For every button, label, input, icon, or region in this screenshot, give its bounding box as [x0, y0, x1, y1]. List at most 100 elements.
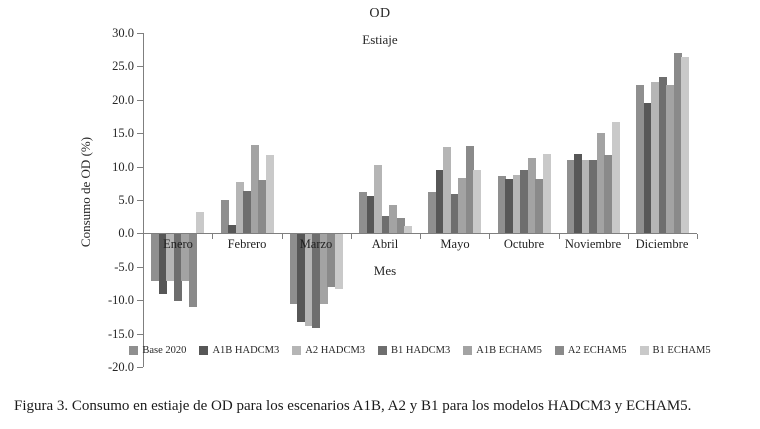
y-tick: [137, 300, 143, 301]
y-tick-label: 25.0: [112, 59, 134, 73]
bar-enero-b1-hadcm3: [174, 234, 182, 301]
bar-octubre-a2-echam5: [535, 179, 543, 233]
bar-mayo-a1b-echam5: [458, 178, 466, 233]
bar-febrero-a1b-echam5: [251, 145, 259, 233]
legend-item-a2-hadcm3: A2 HADCM3: [292, 345, 365, 356]
category-label-octubre: Octubre: [503, 237, 545, 251]
bar-mayo-a1b-hadcm3: [436, 170, 444, 233]
category-label-febrero: Febrero: [227, 237, 267, 251]
bar-marzo-a1b-hadcm3: [297, 234, 305, 322]
chart-subtitle: Estiaje: [362, 32, 398, 47]
y-axis-line: [143, 33, 144, 367]
bar-febrero-b1-hadcm3: [243, 191, 251, 233]
y-tick-label: -10.0: [107, 293, 134, 307]
legend-label: A2 ECHAM5: [567, 345, 627, 356]
y-tick-label: 30.0: [112, 26, 134, 40]
bar-enero-a2-hadcm3: [166, 234, 174, 281]
x-axis-tick: [143, 234, 144, 239]
legend-label: A1B HADCM3: [212, 345, 280, 356]
bar-abril-a1b-echam5: [389, 205, 397, 233]
category-label-mayo: Mayo: [440, 237, 470, 251]
bar-chart: OD Estiaje Consumo de OD (%) Mes Base 20…: [78, 6, 711, 373]
bar-diciembre-a1b-echam5: [666, 85, 674, 233]
legend-label: Base 2020: [142, 345, 187, 356]
bar-mayo-a2-hadcm3: [443, 147, 451, 233]
bar-abril-b1-hadcm3: [382, 216, 390, 233]
x-axis-label: Mes: [373, 263, 397, 278]
bar-diciembre-a1b-hadcm3: [644, 103, 652, 233]
bar-marzo-b1-hadcm3: [312, 234, 320, 328]
y-tick: [137, 33, 143, 34]
x-axis-tick: [559, 234, 560, 239]
legend-label: B1 HADCM3: [391, 345, 451, 356]
y-tick: [137, 233, 143, 234]
bar-noviembre-base-2020: [567, 160, 575, 233]
legend-swatch: [199, 346, 209, 355]
bar-mayo-base-2020: [428, 192, 436, 233]
bar-febrero-base-2020: [221, 200, 229, 233]
legend-swatch: [463, 346, 473, 355]
bar-diciembre-b1-hadcm3: [659, 77, 667, 233]
y-tick: [137, 267, 143, 268]
bar-febrero-a2-hadcm3: [236, 182, 244, 233]
legend-item-a1b-echam5: A1B ECHAM5: [463, 345, 542, 356]
legend-item-a2-echam5: A2 ECHAM5: [554, 345, 627, 356]
zero-line: [143, 233, 697, 234]
x-axis-tick: [697, 234, 698, 239]
bar-diciembre-a2-hadcm3: [651, 82, 659, 233]
bar-mayo-b1-hadcm3: [451, 194, 459, 233]
bar-octubre-b1-echam5: [543, 154, 551, 233]
bar-enero-b1-echam5: [196, 212, 204, 233]
category-label-enero: Enero: [163, 237, 193, 251]
y-tick-label: 20.0: [112, 93, 134, 107]
bar-febrero-a1b-hadcm3: [228, 225, 236, 233]
bar-marzo-a1b-echam5: [320, 234, 328, 304]
category-label-marzo: Marzo: [299, 237, 333, 251]
bar-diciembre-a2-echam5: [674, 53, 682, 233]
legend-item-a1b-hadcm3: A1B HADCM3: [199, 345, 279, 356]
category-label-abril: Abril: [371, 237, 399, 251]
bar-octubre-a2-hadcm3: [513, 175, 521, 233]
legend-item-base-2020: Base 2020: [129, 345, 186, 356]
x-axis-tick: [351, 234, 352, 239]
bar-octubre-a1b-echam5: [528, 158, 536, 233]
legend-swatch: [292, 346, 302, 355]
bar-enero-a1b-echam5: [181, 234, 189, 281]
chart-legend: Base 2020 A1B HADCM3 A2 HADCM3 B1 HADCM3 A1B…: [129, 345, 711, 356]
legend-swatch: [129, 346, 139, 355]
legend-label: A1B ECHAM5: [476, 345, 542, 356]
bar-octubre-b1-hadcm3: [520, 170, 528, 233]
category-label-noviembre: Noviembre: [564, 237, 622, 251]
x-axis-tick: [628, 234, 629, 239]
bar-noviembre-b1-echam5: [612, 122, 620, 233]
legend-item-b1-echam5: B1 ECHAM5: [639, 345, 711, 356]
legend-label: B1 ECHAM5: [652, 345, 711, 356]
y-tick-label: 15.0: [112, 126, 134, 140]
legend-swatch: [378, 346, 388, 355]
y-tick: [137, 133, 143, 134]
figure-caption: Figura 3. Consumo en estiaje de OD para …: [14, 398, 692, 414]
y-tick-label: 10.0: [112, 160, 134, 174]
bar-noviembre-a2-hadcm3: [582, 160, 590, 233]
y-tick-label: 0.0: [118, 226, 134, 240]
y-tick: [137, 334, 143, 335]
bar-marzo-a2-hadcm3: [305, 234, 313, 326]
legend-label: A2 HADCM3: [305, 345, 366, 356]
x-axis-tick: [420, 234, 421, 239]
y-tick: [137, 200, 143, 201]
bar-noviembre-a2-echam5: [604, 155, 612, 233]
chart-title: OD: [369, 6, 391, 21]
bar-enero-a1b-hadcm3: [159, 234, 167, 294]
bar-abril-a1b-hadcm3: [367, 196, 375, 233]
y-tick: [137, 167, 143, 168]
bar-abril-b1-echam5: [404, 226, 412, 233]
bar-diciembre-b1-echam5: [681, 57, 689, 233]
bar-enero-base-2020: [151, 234, 159, 281]
bar-marzo-b1-echam5: [335, 234, 343, 289]
bar-noviembre-a1b-hadcm3: [574, 154, 582, 233]
bar-octubre-base-2020: [498, 176, 506, 233]
y-tick: [137, 100, 143, 101]
bar-mayo-a2-echam5: [466, 146, 474, 233]
legend-item-b1-hadcm3: B1 HADCM3: [378, 345, 450, 356]
